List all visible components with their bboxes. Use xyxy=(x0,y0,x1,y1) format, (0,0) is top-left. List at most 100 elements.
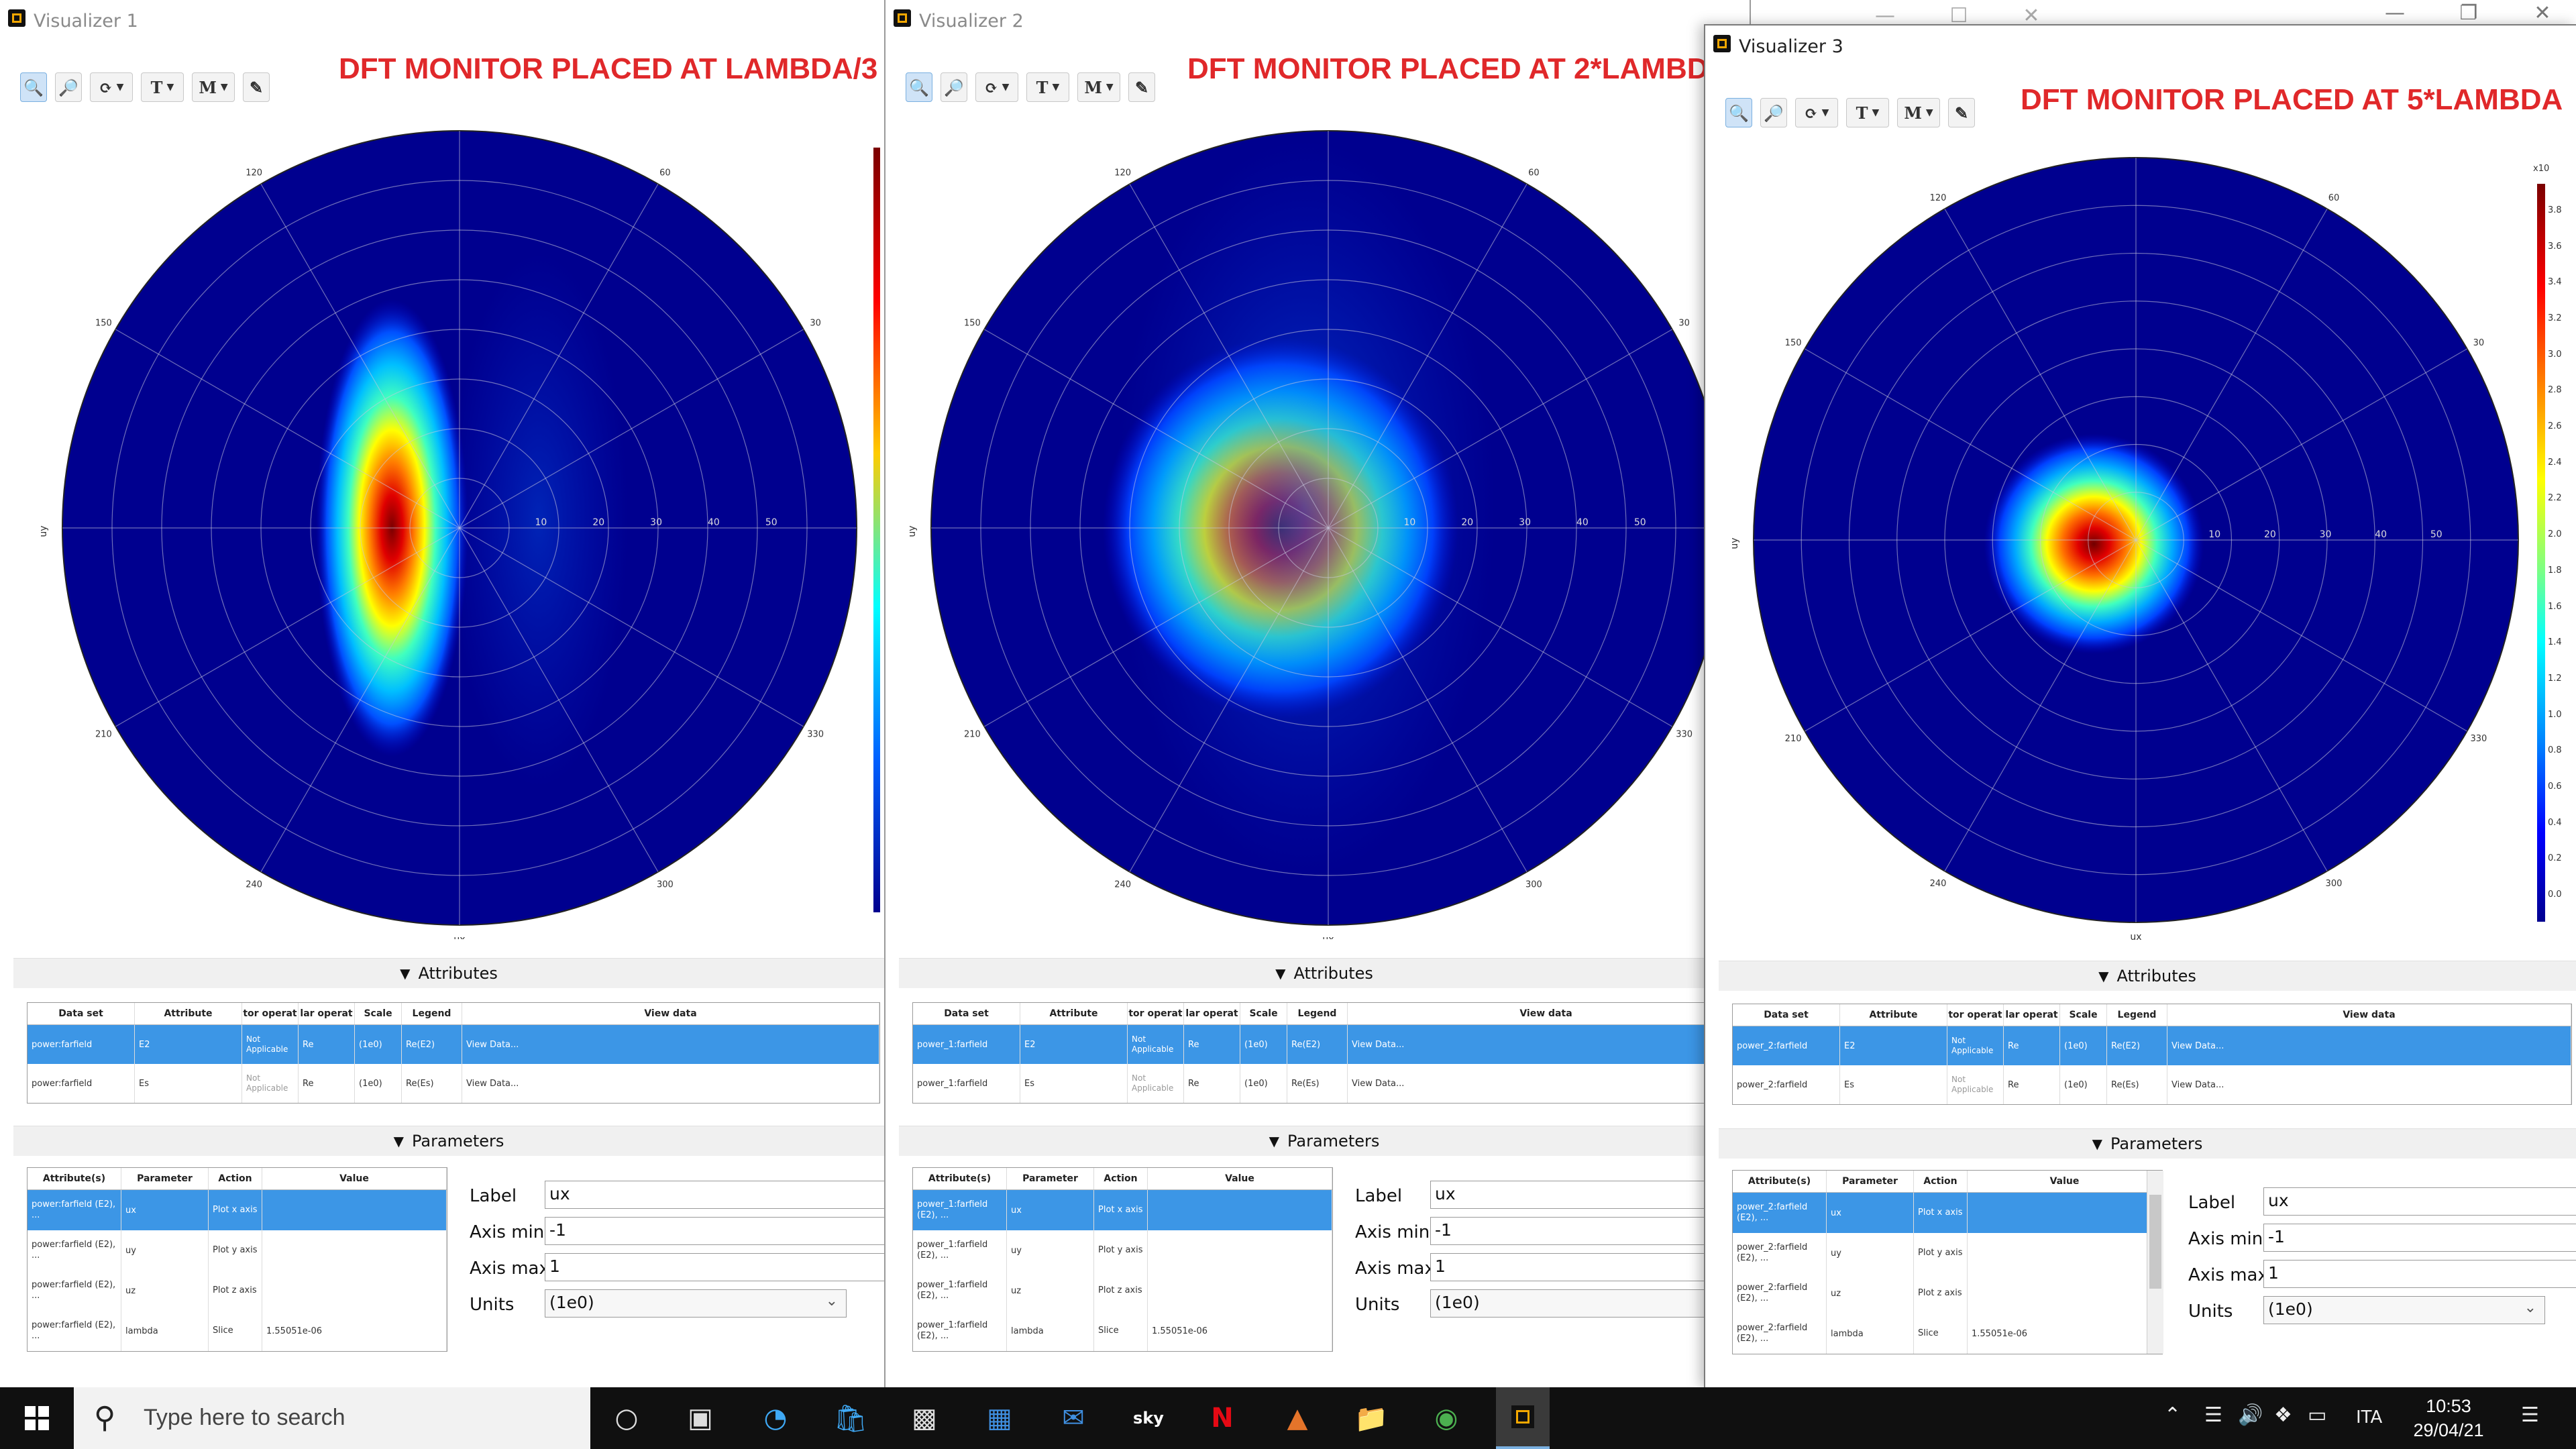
cell[interactable] xyxy=(1968,1193,2162,1233)
col-header[interactable]: Parameter xyxy=(1827,1171,1914,1192)
col-header[interactable]: Attribute xyxy=(1020,1003,1128,1024)
cell[interactable]: Plot x axis xyxy=(1914,1193,1968,1233)
table-row[interactable]: power_1:farfield E2 Not Applicable Re (1… xyxy=(913,1025,1745,1064)
polar-heatmap[interactable]: 30 60 120 150 210 240 300 330 10 20 30 40 50 ux uy xyxy=(13,115,885,945)
wifi-icon[interactable]: ☰ xyxy=(2204,1403,2222,1427)
table-row[interactable]: power_2:farfield Es Not Applicable Re (1… xyxy=(1733,1065,2571,1104)
marker-tool-icon[interactable]: M ▼ xyxy=(1897,98,1940,127)
parameters-section-header[interactable]: ▼ Parameters xyxy=(899,1126,1750,1156)
title-bar[interactable]: Visualizer 2 xyxy=(885,0,1750,44)
units-select[interactable]: (1e0) ⌄ xyxy=(545,1289,847,1318)
cell[interactable] xyxy=(262,1190,447,1230)
marker-tool-icon[interactable]: M ▼ xyxy=(1077,72,1120,102)
cell[interactable]: Plot z axis xyxy=(209,1271,262,1311)
plot-area[interactable]: 30 60 120 150 210 240 300 330 10 20 30 40 50 ux uy xyxy=(899,115,1750,945)
col-header[interactable]: lar operat xyxy=(1184,1003,1240,1024)
axis-max-input[interactable]: 1 xyxy=(545,1253,884,1281)
zoom-out-icon[interactable]: 🔎 xyxy=(55,72,82,102)
cell[interactable] xyxy=(1968,1233,2162,1273)
table-row[interactable]: power:farfield (E2), ... ux Plot x axis xyxy=(28,1190,447,1230)
cell[interactable] xyxy=(1968,1273,2162,1313)
start-button[interactable] xyxy=(0,1387,74,1449)
table-row[interactable]: power:farfield E2 Not Applicable Re (1e0… xyxy=(28,1025,879,1064)
table-row[interactable]: power:farfield (E2), ... uz Plot z axis xyxy=(28,1271,447,1311)
col-header[interactable]: Value xyxy=(1968,1171,2162,1192)
axis-min-input[interactable]: -1 xyxy=(2263,1224,2576,1252)
cell[interactable] xyxy=(1148,1190,1332,1230)
netflix-icon[interactable]: N xyxy=(1211,1403,1234,1434)
axis-max-input[interactable]: 1 xyxy=(1430,1253,1750,1281)
cell[interactable]: Re xyxy=(2004,1065,2060,1104)
visualizer-window-3[interactable]: Visualizer 3 🔍 🔎 ⟳ ▼ T ▼ M ▼ ✎ DFT MONITOR … xyxy=(1704,24,2576,1387)
matlab-icon[interactable]: ▲ xyxy=(1287,1403,1308,1434)
cell[interactable]: (1e0) xyxy=(355,1064,402,1103)
parameters-table[interactable]: Attribute(s) Parameter Action Value powe… xyxy=(912,1167,1333,1352)
view-data-link[interactable]: View Data... xyxy=(462,1064,879,1103)
cell[interactable]: Plot y axis xyxy=(209,1230,262,1271)
zoom-out-icon[interactable]: 🔎 xyxy=(941,72,967,102)
units-select[interactable]: (1e0) ⌄ xyxy=(2263,1296,2545,1324)
col-header[interactable]: tor operat xyxy=(1947,1004,2004,1026)
battery-icon[interactable]: ▭ xyxy=(2308,1403,2327,1427)
table-row[interactable]: power_1:farfield (E2), ... uz Plot z axi… xyxy=(913,1271,1332,1311)
clock[interactable]: 10:53 29/04/21 xyxy=(2381,1394,2516,1442)
col-header[interactable]: Value xyxy=(1148,1168,1332,1189)
cell[interactable]: Slice xyxy=(1094,1311,1148,1351)
network-drive-icon[interactable]: ▩ xyxy=(912,1403,937,1434)
label-input[interactable]: ux xyxy=(545,1181,884,1209)
attributes-section-header[interactable]: ▼ Attributes xyxy=(13,958,884,988)
text-tool-icon[interactable]: T ▼ xyxy=(1026,72,1069,102)
col-header[interactable]: Attribute xyxy=(1840,1004,1947,1026)
rotate-icon[interactable]: ⟳ ▼ xyxy=(975,72,1018,102)
axis-min-input[interactable]: -1 xyxy=(545,1217,884,1245)
col-header[interactable]: Data set xyxy=(28,1003,135,1024)
col-header[interactable]: lar operat xyxy=(2004,1004,2060,1026)
view-data-link[interactable]: View Data... xyxy=(1348,1025,1745,1064)
col-header[interactable]: Attribute(s) xyxy=(28,1168,121,1189)
pencil-icon[interactable]: ✎ xyxy=(243,72,270,102)
plot-area[interactable]: 30 60 120 150 210 240 300 330 10 20 30 40 50 ux uy 3.8… xyxy=(1720,141,2576,965)
cell[interactable]: Plot x axis xyxy=(1094,1190,1148,1230)
cell[interactable]: Plot z axis xyxy=(1914,1273,1968,1313)
minimize-icon[interactable]: — xyxy=(2385,1,2405,25)
attributes-table[interactable]: Data set Attribute tor operat lar operat… xyxy=(1732,1004,2572,1105)
cell[interactable]: Plot y axis xyxy=(1094,1230,1148,1271)
col-header[interactable]: View data xyxy=(2167,1004,2571,1026)
table-row[interactable]: power_1:farfield (E2), ... uy Plot y axi… xyxy=(913,1230,1332,1271)
chrome-icon[interactable]: ◉ xyxy=(1434,1403,1458,1434)
close-icon[interactable]: ✕ xyxy=(2534,1,2551,25)
cell[interactable] xyxy=(262,1230,447,1271)
cell[interactable]: Re xyxy=(1184,1025,1240,1064)
pencil-icon[interactable]: ✎ xyxy=(1128,72,1155,102)
cell[interactable]: 1.55051e-06 xyxy=(262,1311,447,1351)
visualizer-window-1[interactable]: Visualizer 1 🔍 🔎 ⟳ ▼ T ▼ M ▼ ✎ DFT MONITOR … xyxy=(0,0,885,1387)
table-row[interactable]: power_2:farfield (E2), ... uz Plot z axi… xyxy=(1733,1273,2162,1313)
axis-max-input[interactable]: 1 xyxy=(2263,1260,2576,1288)
col-header[interactable]: Value xyxy=(262,1168,447,1189)
task-view-icon[interactable]: ▣ xyxy=(688,1403,713,1434)
cell[interactable] xyxy=(1148,1271,1332,1311)
taskbar-search-box[interactable]: ⚲ Type here to search xyxy=(74,1387,590,1449)
cell[interactable]: Not Applicable xyxy=(1947,1026,2004,1065)
rotate-icon[interactable]: ⟳ ▼ xyxy=(90,72,133,102)
parameters-section-header[interactable]: ▼ Parameters xyxy=(1719,1128,2576,1159)
cell[interactable]: Re xyxy=(2004,1026,2060,1065)
parameters-table[interactable]: Attribute(s) Parameter Action Value powe… xyxy=(1732,1170,2163,1354)
volume-icon[interactable]: 🔊 xyxy=(2238,1403,2263,1427)
cell[interactable]: Re(E2) xyxy=(1287,1025,1348,1064)
col-header[interactable]: Attribute xyxy=(135,1003,242,1024)
close-icon[interactable]: ✕ xyxy=(2023,4,2040,28)
cell[interactable]: Slice xyxy=(209,1311,262,1351)
cell[interactable]: Not Applicable xyxy=(1128,1064,1184,1103)
attributes-table[interactable]: Data set Attribute tor operat lar operat… xyxy=(912,1002,1746,1104)
cell[interactable]: Re xyxy=(1184,1064,1240,1103)
zoom-icon[interactable]: 🔍 xyxy=(906,72,932,102)
col-header[interactable]: Scale xyxy=(355,1003,402,1024)
polar-heatmap[interactable]: 30 60 120 150 210 240 300 330 10 20 30 40 50 ux uy xyxy=(1720,141,2525,965)
lumerical-app-icon[interactable] xyxy=(1496,1387,1550,1449)
dropbox-icon[interactable]: ❖ xyxy=(2274,1403,2292,1427)
marker-tool-icon[interactable]: M ▼ xyxy=(192,72,235,102)
file-explorer-icon[interactable]: 📁 xyxy=(1354,1403,1388,1434)
restore-icon[interactable]: ❐ xyxy=(2459,1,2478,25)
attributes-table[interactable]: Data set Attribute tor operat lar operat… xyxy=(27,1002,880,1104)
